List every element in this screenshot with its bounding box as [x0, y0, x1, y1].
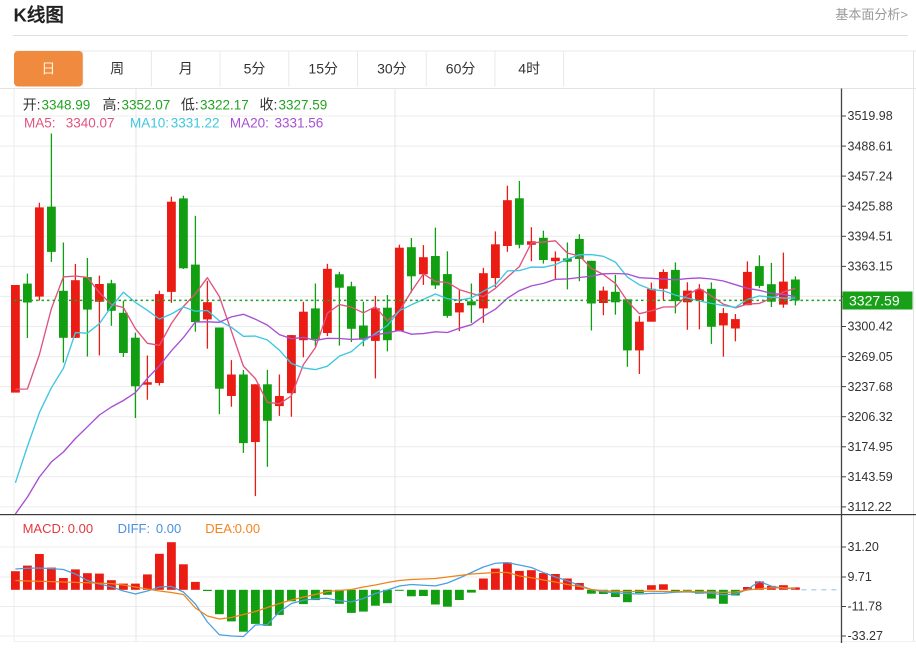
svg-text:开:: 开:	[23, 97, 41, 113]
svg-text:3425.88: 3425.88	[848, 199, 893, 213]
svg-text:30分: 30分	[377, 61, 407, 77]
svg-text:3331.22: 3331.22	[171, 116, 220, 131]
svg-text:MA20:: MA20:	[230, 116, 269, 131]
svg-text:3519.98: 3519.98	[848, 109, 893, 123]
svg-text:3327.59: 3327.59	[279, 98, 328, 113]
svg-text:K线图: K线图	[14, 5, 64, 26]
svg-text:周: 周	[110, 61, 124, 77]
svg-text:-33.27: -33.27	[848, 629, 883, 643]
svg-text:3322.17: 3322.17	[200, 98, 249, 113]
svg-text:MACD:0.00: MACD: 0.00	[23, 521, 94, 536]
svg-text:MA10:: MA10:	[130, 116, 169, 131]
svg-text:3269.05: 3269.05	[848, 350, 893, 364]
svg-text:收:: 收:	[260, 97, 278, 113]
svg-text:3331.56: 3331.56	[275, 116, 324, 131]
svg-text:日: 日	[41, 61, 55, 77]
svg-text:31.20: 31.20	[848, 540, 879, 554]
svg-text:-11.78: -11.78	[848, 600, 883, 614]
svg-text:3112.22: 3112.22	[848, 500, 892, 514]
svg-text:15分: 15分	[308, 61, 338, 77]
svg-text:9.71: 9.71	[848, 570, 872, 584]
svg-text:3174.95: 3174.95	[848, 440, 893, 454]
svg-text:3206.32: 3206.32	[848, 410, 893, 424]
svg-text:3348.99: 3348.99	[42, 98, 91, 113]
svg-text:3327.59: 3327.59	[849, 293, 900, 309]
svg-text:3352.07: 3352.07	[122, 98, 171, 113]
svg-text:3394.51: 3394.51	[848, 230, 893, 244]
svg-text:DEA:0.00: DEA:0.00	[205, 521, 260, 536]
svg-text:DIFF:0.00: DIFF: 0.00	[118, 521, 182, 536]
svg-text:4时: 4时	[518, 61, 540, 77]
svg-text:60分: 60分	[446, 61, 476, 77]
svg-text:MA5:: MA5:	[24, 116, 56, 131]
svg-text:5分: 5分	[244, 61, 266, 77]
svg-text:3237.68: 3237.68	[848, 380, 893, 394]
svg-text:3363.15: 3363.15	[848, 260, 893, 274]
svg-text:月: 月	[179, 61, 193, 77]
svg-text:3143.59: 3143.59	[848, 470, 893, 484]
svg-text:3457.24: 3457.24	[848, 169, 893, 183]
svg-text:3340.07: 3340.07	[66, 116, 115, 131]
svg-text:基本面分析>: 基本面分析>	[835, 7, 908, 22]
svg-text:3300.42: 3300.42	[848, 320, 893, 334]
svg-text:3488.61: 3488.61	[848, 139, 893, 153]
svg-text:高:: 高:	[103, 97, 121, 113]
svg-text:低:: 低:	[181, 97, 199, 113]
